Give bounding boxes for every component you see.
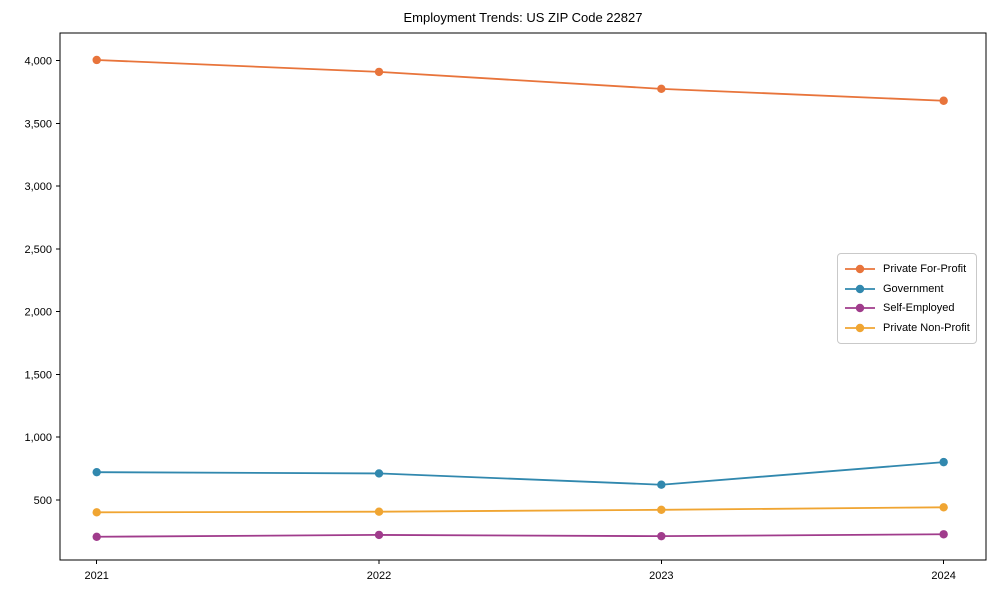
series-point-government xyxy=(657,480,666,489)
legend-label-self-employed: Self-Employed xyxy=(883,302,955,315)
chart-title: Employment Trends: US ZIP Code 22827 xyxy=(403,10,643,25)
legend-marker-private-non-profit xyxy=(845,323,875,333)
x-tick-label: 2023 xyxy=(649,570,673,582)
series-point-self-employed xyxy=(92,532,101,541)
legend-label-government: Government xyxy=(883,282,944,295)
legend-item-self-employed: Self-Employed xyxy=(844,299,970,319)
legend-marker-private-for-profit xyxy=(845,264,875,274)
y-tick-label: 4,000 xyxy=(24,56,52,68)
series-point-private-for-profit xyxy=(939,96,948,105)
legend-item-private-for-profit: Private For-Profit xyxy=(844,259,970,279)
series-point-self-employed xyxy=(939,530,948,539)
y-tick-label: 500 xyxy=(34,495,52,507)
legend-item-government: Government xyxy=(844,279,970,299)
x-tick-label: 2022 xyxy=(367,570,391,582)
series-point-self-employed xyxy=(657,531,666,541)
series-point-private-for-profit xyxy=(374,67,384,77)
series-point-private-for-profit xyxy=(92,55,101,65)
series-point-government xyxy=(92,467,101,477)
series-line-private-for-profit xyxy=(96,59,944,102)
x-tick-label: 2024 xyxy=(931,570,955,582)
series-line-private-non-profit xyxy=(96,506,944,514)
y-tick-label: 1,000 xyxy=(24,432,52,444)
series-point-self-employed xyxy=(374,530,384,540)
series-line-government xyxy=(96,461,944,486)
series-point-private-non-profit xyxy=(657,505,666,515)
series-point-government xyxy=(939,457,948,467)
y-tick-label: 1,500 xyxy=(24,369,52,381)
y-tick-label: 3,500 xyxy=(24,118,52,130)
y-tick-label: 3,000 xyxy=(24,181,52,193)
y-tick-label: 2,000 xyxy=(24,307,52,319)
plot-border xyxy=(59,32,987,561)
legend-label-private-for-profit: Private For-Profit xyxy=(883,262,967,275)
chart-legend: Private For-Profit Government Self-Employe… xyxy=(837,253,977,344)
series-point-private-non-profit xyxy=(92,508,101,517)
series-point-private-non-profit xyxy=(939,503,948,512)
y-tick-label: 2,500 xyxy=(24,244,52,256)
series-point-government xyxy=(374,469,384,478)
legend-marker-self-employed xyxy=(845,304,875,313)
x-tick-label: 2021 xyxy=(84,570,108,582)
legend-item-private-non-profit: Private Non-Profit xyxy=(844,318,970,338)
series-point-private-for-profit xyxy=(657,84,666,94)
series-line-self-employed xyxy=(96,533,944,538)
series-point-private-non-profit xyxy=(374,507,384,516)
legend-marker-government xyxy=(845,284,875,293)
legend-label-private-non-profit: Private Non-Profit xyxy=(883,322,970,335)
